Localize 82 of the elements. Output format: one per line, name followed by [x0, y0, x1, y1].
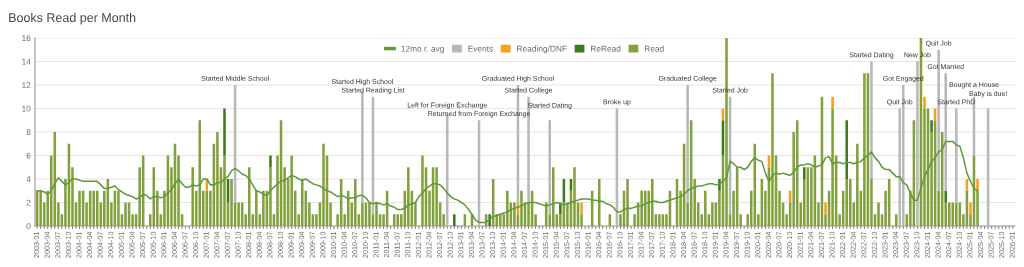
y-tick-label: 10: [22, 105, 31, 112]
bar: [845, 179, 848, 226]
y-tick-label: 12: [22, 82, 31, 89]
bar: [520, 190, 523, 226]
legend-label: ReRead: [591, 45, 621, 52]
bar: [361, 202, 364, 226]
bar: [548, 120, 552, 215]
bar: [686, 85, 689, 203]
bar: [301, 179, 304, 226]
bar: [262, 190, 265, 226]
bar: [39, 190, 42, 226]
bar: [290, 155, 293, 226]
bar: [824, 202, 827, 215]
bar: [255, 190, 258, 226]
bar: [230, 179, 233, 226]
bar: [573, 167, 576, 226]
bar: [368, 202, 371, 226]
bar: [92, 190, 95, 226]
bar: [771, 73, 774, 226]
y-tick-label: 6: [26, 152, 31, 159]
bar: [269, 167, 272, 226]
legend-label: Read: [644, 45, 664, 52]
bar: [803, 167, 806, 179]
y-tick-label: 4: [26, 176, 31, 183]
legend-label: Reading/DNF: [517, 45, 567, 54]
bar: [322, 143, 325, 226]
bar: [237, 202, 240, 226]
y-tick-label: 14: [22, 58, 31, 65]
bar: [198, 120, 202, 226]
bar: [944, 190, 947, 203]
chart-title: Books Read per Month: [9, 12, 136, 25]
bar: [704, 190, 707, 226]
legend-label: Events: [468, 45, 493, 52]
bar: [78, 190, 81, 226]
bar: [651, 179, 654, 226]
bar: [947, 202, 951, 226]
bar: [930, 120, 933, 132]
bar: [216, 132, 219, 226]
bar: [626, 179, 629, 226]
legend-label: 12mo r. avg: [401, 45, 444, 54]
bar: [831, 96, 834, 109]
bar: [597, 179, 601, 226]
bar: [117, 190, 120, 226]
bar: [831, 108, 834, 226]
bar: [877, 202, 880, 226]
y-tick-label: 0: [26, 223, 31, 230]
bar: [247, 167, 251, 226]
bar: [969, 202, 972, 215]
bar: [435, 167, 438, 226]
bar: [421, 155, 424, 226]
bar: [269, 155, 272, 168]
line-series: [36, 140, 979, 224]
bar: [346, 190, 350, 226]
bar: [937, 49, 940, 191]
bar: [955, 108, 958, 203]
bar: [863, 73, 866, 226]
bar: [506, 190, 509, 226]
bar: [223, 108, 226, 156]
bar: [640, 190, 643, 226]
bar: [396, 214, 399, 226]
bar: [498, 214, 502, 226]
bar: [845, 120, 848, 179]
bar: [453, 214, 456, 226]
bar: [870, 61, 873, 179]
bar: [658, 214, 661, 226]
bar: [848, 179, 852, 226]
bar: [513, 202, 516, 226]
bar: [711, 202, 714, 226]
bar: [580, 202, 583, 215]
y-tick-label: 2: [26, 199, 31, 206]
bar: [375, 202, 378, 226]
bar: [191, 167, 194, 226]
bar: [124, 202, 127, 226]
bar: [552, 167, 555, 226]
bar: [856, 143, 859, 226]
bar: [955, 202, 958, 226]
bar: [354, 179, 357, 226]
bar: [407, 167, 410, 226]
bar: [923, 96, 926, 109]
y-tick-label: 8: [26, 129, 31, 136]
bar: [223, 155, 226, 226]
y-tick-label: 16: [22, 35, 31, 42]
